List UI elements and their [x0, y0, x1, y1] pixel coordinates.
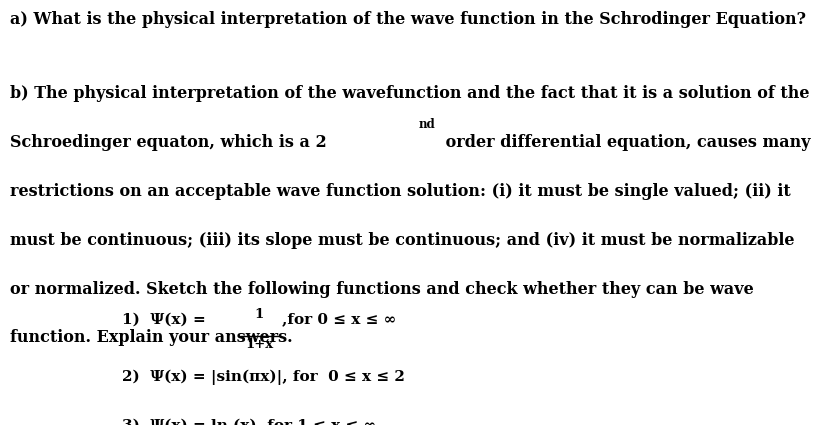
Text: 1+x: 1+x: [245, 338, 274, 351]
Text: function. Explain your answers.: function. Explain your answers.: [10, 329, 293, 346]
Text: restrictions on an acceptable wave function solution: (i) it must be single valu: restrictions on an acceptable wave funct…: [10, 183, 791, 200]
Text: ,for 0 ≤ x ≤ ∞: ,for 0 ≤ x ≤ ∞: [282, 312, 396, 326]
Text: 1)  Ψ(x) =: 1) Ψ(x) =: [122, 312, 211, 326]
Text: 3)  Ψ(x) = ln (x), for 1 ≤ x ≤ ∞: 3) Ψ(x) = ln (x), for 1 ≤ x ≤ ∞: [122, 419, 376, 425]
Text: must be continuous; (iii) its slope must be continuous; and (iv) it must be norm: must be continuous; (iii) its slope must…: [10, 232, 795, 249]
Text: 2)  Ψ(x) = |sin(πx)|, for  0 ≤ x ≤ 2: 2) Ψ(x) = |sin(πx)|, for 0 ≤ x ≤ 2: [122, 370, 404, 385]
Text: Schroedinger equaton, which is a 2: Schroedinger equaton, which is a 2: [10, 134, 327, 151]
Text: or normalized. Sketch the following functions and check whether they can be wave: or normalized. Sketch the following func…: [10, 280, 753, 297]
Text: 1: 1: [254, 308, 263, 321]
Text: b) The physical interpretation of the wavefunction and the fact that it is a sol: b) The physical interpretation of the wa…: [10, 85, 810, 102]
Text: nd: nd: [419, 118, 435, 131]
Text: a) What is the physical interpretation of the wave function in the Schrodinger E: a) What is the physical interpretation o…: [10, 11, 806, 28]
Text: order differential equation, causes many: order differential equation, causes many: [440, 134, 810, 151]
Text: nd: nd: [419, 118, 435, 131]
Text: Schroedinger equaton, which is a 2: Schroedinger equaton, which is a 2: [10, 134, 327, 151]
